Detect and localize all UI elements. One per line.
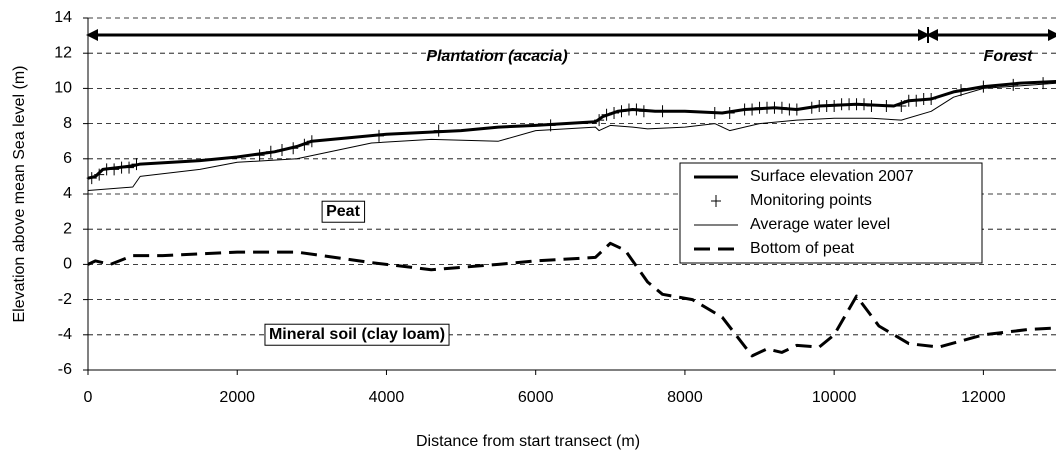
monitoring-point	[806, 101, 817, 114]
monitoring-point	[638, 105, 649, 118]
x-tick-label: 6000	[518, 389, 554, 406]
y-tick-label: -6	[58, 361, 72, 378]
annotation: Peat	[326, 203, 360, 220]
y-axis-label: Elevation above mean Sea level (m)	[11, 65, 28, 322]
monitoring-point	[724, 107, 735, 120]
y-tick-label: -2	[58, 291, 72, 308]
annotation: Plantation (acacia)	[426, 48, 567, 65]
y-tick-label: 6	[63, 150, 72, 167]
monitoring-point	[109, 163, 120, 176]
monitoring-point	[776, 101, 787, 114]
monitoring-point	[374, 129, 384, 142]
monitoring-point	[859, 98, 869, 111]
x-tick-label: 4000	[369, 389, 405, 406]
monitoring-point	[881, 100, 892, 112]
monitoring-point	[1038, 77, 1049, 90]
monitoring-point	[609, 107, 620, 120]
monitoring-point	[306, 135, 317, 148]
legend-label: Monitoring points	[750, 192, 872, 209]
monitoring-point	[594, 114, 605, 127]
x-tick-label: 8000	[667, 389, 703, 406]
monitoring-point	[791, 103, 802, 116]
monitoring-point	[601, 108, 612, 121]
monitoring-point	[926, 92, 937, 105]
y-tick-label: 8	[63, 115, 72, 132]
monitoring-point	[1008, 78, 1019, 91]
legend-label: Surface elevation 2007	[750, 168, 914, 185]
y-tick-label: 4	[63, 185, 72, 202]
monitoring-point	[265, 145, 276, 158]
monitoring-point	[124, 161, 135, 174]
y-tick-label: 2	[63, 220, 72, 237]
legend-label: Bottom of peat	[750, 240, 855, 257]
y-tick-label: -4	[58, 326, 72, 343]
series-line	[87, 241, 1056, 358]
monitoring-point	[657, 105, 668, 118]
monitoring-point	[631, 103, 642, 116]
monitoring-point	[616, 105, 627, 118]
x-tick-label: 2000	[219, 389, 255, 406]
annotation: Forest	[984, 48, 1034, 65]
legend-symbol	[711, 195, 721, 207]
annotation: Mineral soil (clay loam)	[269, 326, 445, 343]
monitoring-point	[288, 142, 299, 155]
monitoring-point	[277, 144, 287, 156]
monitoring-point	[829, 100, 840, 112]
monitoring-point	[866, 100, 877, 112]
monitoring-point	[86, 172, 97, 185]
legend-box	[679, 162, 983, 264]
monitoring-point	[131, 158, 142, 171]
monitoring-point	[254, 149, 265, 162]
monitoring-point	[956, 84, 966, 97]
annotation-box	[321, 200, 366, 223]
y-tick-label: 14	[54, 9, 72, 26]
monitoring-point	[433, 124, 444, 137]
x-tick-label: 12000	[961, 389, 1006, 406]
annotation-box	[264, 323, 450, 346]
y-tick-label: 10	[54, 80, 72, 97]
monitoring-point	[709, 107, 720, 120]
x-tick-label: 10000	[812, 389, 857, 406]
monitoring-point	[978, 80, 989, 93]
x-axis-label: Distance from start transect (m)	[416, 433, 640, 450]
y-tick-label: 12	[54, 44, 72, 61]
series-line	[87, 82, 1056, 191]
monitoring-point	[896, 100, 907, 112]
legend-label: Average water level	[750, 216, 890, 233]
y-tick-label: 0	[63, 256, 72, 273]
monitoring-point	[299, 138, 310, 151]
monitoring-point	[911, 94, 922, 107]
monitoring-point	[747, 103, 758, 116]
monitoring-point	[94, 168, 105, 181]
x-tick-label: 0	[84, 389, 93, 406]
